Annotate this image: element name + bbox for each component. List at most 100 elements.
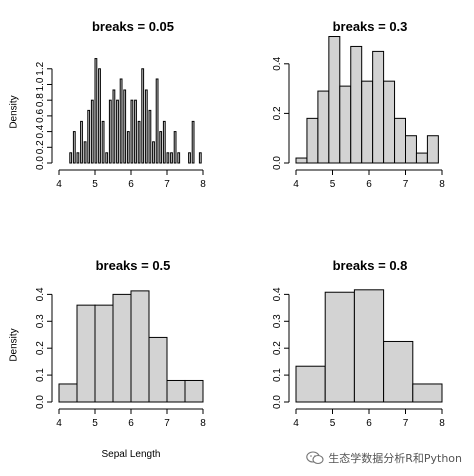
- x-tick-label: 6: [128, 418, 134, 429]
- histogram-bar: [155, 78, 159, 164]
- y-tick-label: 0.0: [35, 395, 46, 409]
- x-tick-label: 5: [330, 179, 336, 190]
- histogram-bar: [173, 131, 177, 164]
- histogram-bar: [361, 80, 374, 164]
- histogram-bar: [426, 135, 439, 164]
- y-axis-label: Density: [8, 328, 19, 361]
- x-tick-label: 8: [200, 418, 206, 429]
- y-tick-label: 0.8: [35, 93, 46, 107]
- y-tick-label: 0.0: [272, 156, 283, 170]
- histogram-bar: [58, 383, 78, 403]
- histogram-bar: [137, 120, 141, 164]
- y-tick-label: 0.3: [272, 314, 283, 328]
- x-tick-label: 4: [293, 418, 299, 429]
- histogram-bar: [148, 336, 168, 403]
- y-tick-label: 0.2: [272, 341, 283, 355]
- histogram-bar: [324, 291, 355, 403]
- panel-title: breaks = 0.8: [333, 258, 408, 273]
- histogram-bar: [94, 304, 114, 403]
- x-tick-label: 5: [92, 179, 98, 190]
- x-axis-label: Sepal Length: [102, 449, 161, 460]
- histogram-bar: [415, 152, 428, 164]
- histogram-panel-4: breaks = 0.8 4 5 6 7 8 0.0 0.1 0.2 0.3 0.4: [272, 258, 445, 429]
- histogram-bar: [126, 131, 130, 164]
- histogram-bar: [72, 131, 76, 164]
- panel-title: breaks = 0.3: [333, 19, 408, 34]
- y-tick-label: 0.1: [35, 368, 46, 382]
- histogram-bar: [152, 141, 155, 164]
- x-tick-label: 8: [200, 179, 206, 190]
- y-tick-label: 1.2: [35, 61, 46, 75]
- histogram-bar: [80, 120, 83, 164]
- y-tick-label: 0.2: [35, 341, 46, 355]
- histogram-bar: [98, 68, 101, 164]
- histogram-bar: [134, 99, 137, 164]
- histogram-bar: [69, 152, 73, 164]
- y-tick-label: 0.2: [35, 140, 46, 154]
- x-tick-label: 7: [403, 179, 409, 190]
- histogram-bar: [105, 152, 109, 164]
- histogram-bar: [170, 152, 173, 164]
- histogram-bar: [394, 117, 406, 164]
- histogram-bar: [166, 379, 186, 403]
- x-tick-label: 6: [128, 179, 134, 190]
- wechat-icon: [306, 451, 324, 465]
- histogram-bar: [405, 135, 417, 164]
- y-tick-label: 0.1: [272, 368, 283, 382]
- y-tick-label: 0.0: [272, 395, 283, 409]
- histogram-bar: [328, 36, 341, 164]
- histogram-bar: [188, 152, 191, 164]
- histogram-bar: [130, 290, 150, 403]
- histogram-bar: [130, 99, 134, 164]
- x-tick-label: 5: [330, 418, 336, 429]
- x-tick-label: 4: [56, 418, 62, 429]
- histogram-bar: [76, 152, 80, 164]
- y-tick-label: 0.6: [35, 109, 46, 123]
- x-tick-label: 8: [439, 179, 445, 190]
- histogram-bar: [144, 89, 148, 164]
- histogram-bar: [141, 68, 145, 164]
- histogram-bar: [87, 109, 91, 164]
- x-tick-label: 7: [164, 418, 170, 429]
- histogram-bar: [412, 383, 443, 403]
- histogram-bar: [112, 293, 132, 403]
- panel-title: breaks = 0.5: [96, 258, 171, 273]
- histogram-bar: [112, 89, 116, 164]
- histogram-bar: [101, 120, 105, 164]
- histogram-bar: [350, 45, 363, 164]
- y-tick-label: 0.4: [272, 287, 283, 301]
- x-tick-label: 4: [293, 179, 299, 190]
- x-tick-label: 8: [439, 418, 445, 429]
- histogram-panel-1: breaks = 0.05 4 5 6 7 8 0.0 0.2 0.40.6 0.8 1.0 1.2 D…: [8, 19, 206, 190]
- histogram-bar: [90, 99, 94, 164]
- y-axis-label: Density: [8, 95, 19, 128]
- histogram-panel-2: breaks = 0.3 4 5 6 7 8 0.0 0.2 0.4: [272, 19, 445, 190]
- histogram-bar: [162, 120, 166, 164]
- histogram-bar: [295, 157, 308, 164]
- watermark: 生态学数据分析R和Python: [306, 450, 462, 466]
- y-tick-label: 1.0: [35, 77, 46, 91]
- y-tick-label: 0.3: [35, 314, 46, 328]
- panel-title: breaks = 0.05: [92, 19, 174, 34]
- histogram-bar: [83, 141, 87, 164]
- histogram-bar: [94, 58, 98, 164]
- histogram-bar: [166, 152, 170, 164]
- watermark-text: 生态学数据分析R和Python: [328, 452, 462, 465]
- histogram-bar: [383, 340, 414, 403]
- histogram-bar: [306, 117, 319, 164]
- y-tick-label: 0.4: [272, 56, 283, 70]
- histogram-bar: [76, 304, 96, 403]
- y-tick-label: 0.4: [35, 287, 46, 301]
- histogram-bar: [339, 85, 352, 164]
- histogram-bar: [295, 365, 326, 403]
- histogram-bar: [148, 109, 152, 164]
- x-tick-label: 7: [164, 179, 170, 190]
- y-tick-label: 0.0: [35, 156, 46, 170]
- histogram-panel-3: breaks = 0.5 4 5 6 7 8 0.0 0.1 0.2 0.3 0.4 Density S…: [8, 258, 206, 460]
- histogram-bar: [317, 90, 330, 164]
- x-tick-label: 4: [56, 179, 62, 190]
- histogram-bar: [116, 99, 119, 164]
- histogram-bar: [108, 99, 112, 164]
- x-tick-label: 6: [366, 418, 372, 429]
- histogram-bar: [353, 289, 385, 403]
